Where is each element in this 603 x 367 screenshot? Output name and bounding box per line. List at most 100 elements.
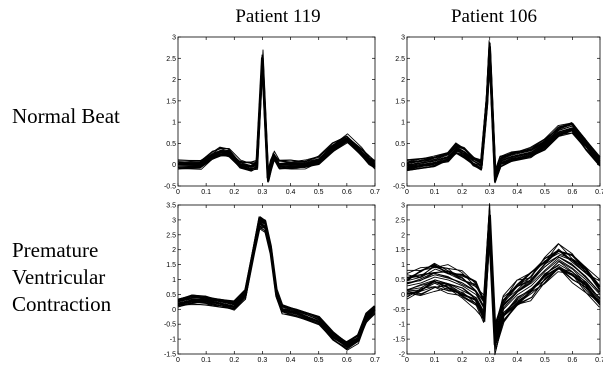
y-tick-label: -1	[399, 322, 405, 329]
ecg-trace	[407, 230, 601, 351]
ecg-trace	[177, 226, 375, 346]
ecg-trace	[178, 49, 376, 175]
y-tick-label: 2	[172, 247, 176, 254]
axes-frame	[177, 204, 376, 355]
y-tick-label: 3	[172, 217, 176, 224]
x-tick-label: 0.4	[286, 357, 296, 364]
x-tick-label: 0.7	[595, 357, 603, 364]
ecg-trace	[178, 57, 376, 181]
ecg-trace	[407, 219, 601, 345]
chart-pvc-patient-106: -2 -1.5 -1 -0.5 0 0.5 1 1.5 2 2.5 3 0 0.1 0.2 0.3 0.4 0.…	[393, 203, 603, 365]
y-tick-label: 2.5	[395, 56, 405, 63]
y-tick-label: 1	[172, 277, 176, 284]
column-title-patient-119: Patient 119	[235, 6, 321, 27]
y-tick-label: 0	[172, 162, 176, 169]
x-tick-label: 0.2	[229, 357, 239, 364]
row-label-line: Premature	[12, 238, 99, 262]
y-tick-label: 2.5	[395, 217, 405, 224]
y-tick-label: 1.5	[166, 262, 176, 269]
x-tick-label: 0.4	[512, 189, 522, 196]
y-tick-label: -0.5	[393, 184, 405, 191]
x-tick-label: 0.3	[485, 357, 495, 364]
y-tick-label: 0	[401, 162, 405, 169]
ecg-trace	[177, 54, 375, 175]
y-tick-label: 1	[401, 120, 405, 127]
ecg-trace	[406, 48, 600, 174]
ecg-trace	[177, 56, 376, 175]
y-tick-label: 1.5	[166, 98, 176, 105]
y-tick-label: 0	[172, 307, 176, 314]
y-tick-label: 1	[172, 120, 176, 127]
x-tick-label: 0.2	[457, 189, 467, 196]
row-label-line: Ventricular	[12, 265, 106, 289]
x-tick-label: 0.7	[370, 357, 380, 364]
x-tick-label: 0	[176, 357, 180, 364]
y-tick-label: 0	[401, 292, 405, 299]
row-label-line: Normal Beat	[12, 104, 120, 128]
x-tick-label: 0.3	[258, 189, 268, 196]
y-tick-label: 2.5	[166, 56, 176, 63]
x-tick-label: 0.6	[568, 189, 578, 196]
ecg-trace	[177, 217, 376, 343]
x-tick-label: 0.6	[342, 357, 352, 364]
y-tick-label: 2	[401, 77, 405, 84]
ecg-trace	[178, 216, 376, 344]
ecg-trace	[406, 55, 600, 183]
ecg-trace	[178, 219, 376, 348]
x-tick-label: 0.2	[229, 189, 239, 196]
y-tick-label: -1.5	[164, 352, 176, 359]
y-tick-label: 3	[172, 35, 176, 42]
y-tick-label: -2	[399, 352, 405, 359]
x-tick-label: 0.4	[512, 357, 522, 364]
y-tick-label: 1	[401, 262, 405, 269]
axes-frame	[406, 204, 601, 355]
x-tick-label: 0	[176, 189, 180, 196]
x-tick-label: 0.6	[342, 189, 352, 196]
ecg-trace	[406, 231, 600, 347]
y-tick-label: -0.5	[393, 307, 405, 314]
x-tick-label: 0.3	[485, 189, 495, 196]
chart-normal-patient-119: -0.500.511.522.530 0.1 0.2 0.3 0.4 0.5 0.6 0.7	[164, 35, 380, 197]
chart-pvc-patient-119: -1.5 -1 -0.5 0 0.5 1 1.5 2 2.5 3 3.5 0 0.1 0.2 0.3 0.4 0…	[164, 203, 380, 365]
y-tick-label: 3.5	[166, 203, 176, 210]
x-tick-label: 0.1	[430, 357, 440, 364]
y-tick-label: -0.5	[164, 184, 176, 191]
y-tick-label: 1.5	[395, 98, 405, 105]
x-tick-label: 0.4	[286, 189, 296, 196]
row-label-pvc: Premature Ventricular Contraction	[12, 237, 111, 318]
y-tick-label: 3	[401, 203, 405, 210]
x-tick-label: 0	[405, 357, 409, 364]
y-tick-label: 0.5	[395, 141, 405, 148]
y-tick-label: -1	[170, 337, 176, 344]
ecg-trace	[177, 217, 376, 344]
ecg-trace	[406, 227, 601, 346]
x-tick-label: 0.5	[314, 357, 324, 364]
x-tick-label: 0.1	[201, 357, 211, 364]
row-label-normal-beat: Normal Beat	[12, 103, 120, 130]
y-tick-label: -1.5	[393, 337, 405, 344]
x-tick-label: 0.5	[540, 357, 550, 364]
y-tick-label: 3	[401, 35, 405, 42]
y-tick-label: 1.5	[395, 247, 405, 254]
x-tick-label: 0.1	[430, 189, 440, 196]
y-tick-label: 2	[172, 77, 176, 84]
x-tick-label: 0	[405, 189, 409, 196]
row-label-line: Contraction	[12, 292, 112, 316]
ecg-trace	[177, 220, 376, 344]
axes-frame	[177, 36, 376, 187]
ecg-trace	[406, 216, 600, 336]
y-tick-label: -0.5	[164, 322, 176, 329]
ecg-trace	[177, 217, 376, 344]
x-tick-label: 0.3	[258, 357, 268, 364]
y-tick-label: 0.5	[395, 277, 405, 284]
x-tick-label: 0.5	[314, 189, 324, 196]
ecg-trace	[406, 230, 601, 344]
x-tick-label: 0.6	[568, 357, 578, 364]
y-tick-label: 0.5	[166, 292, 176, 299]
x-tick-label: 0.7	[370, 189, 380, 196]
y-tick-label: 0.5	[166, 141, 176, 148]
ecg-trace	[406, 46, 600, 173]
x-tick-label: 0.1	[201, 189, 211, 196]
y-tick-label: 2	[401, 232, 405, 239]
x-tick-label: 0.2	[457, 357, 467, 364]
